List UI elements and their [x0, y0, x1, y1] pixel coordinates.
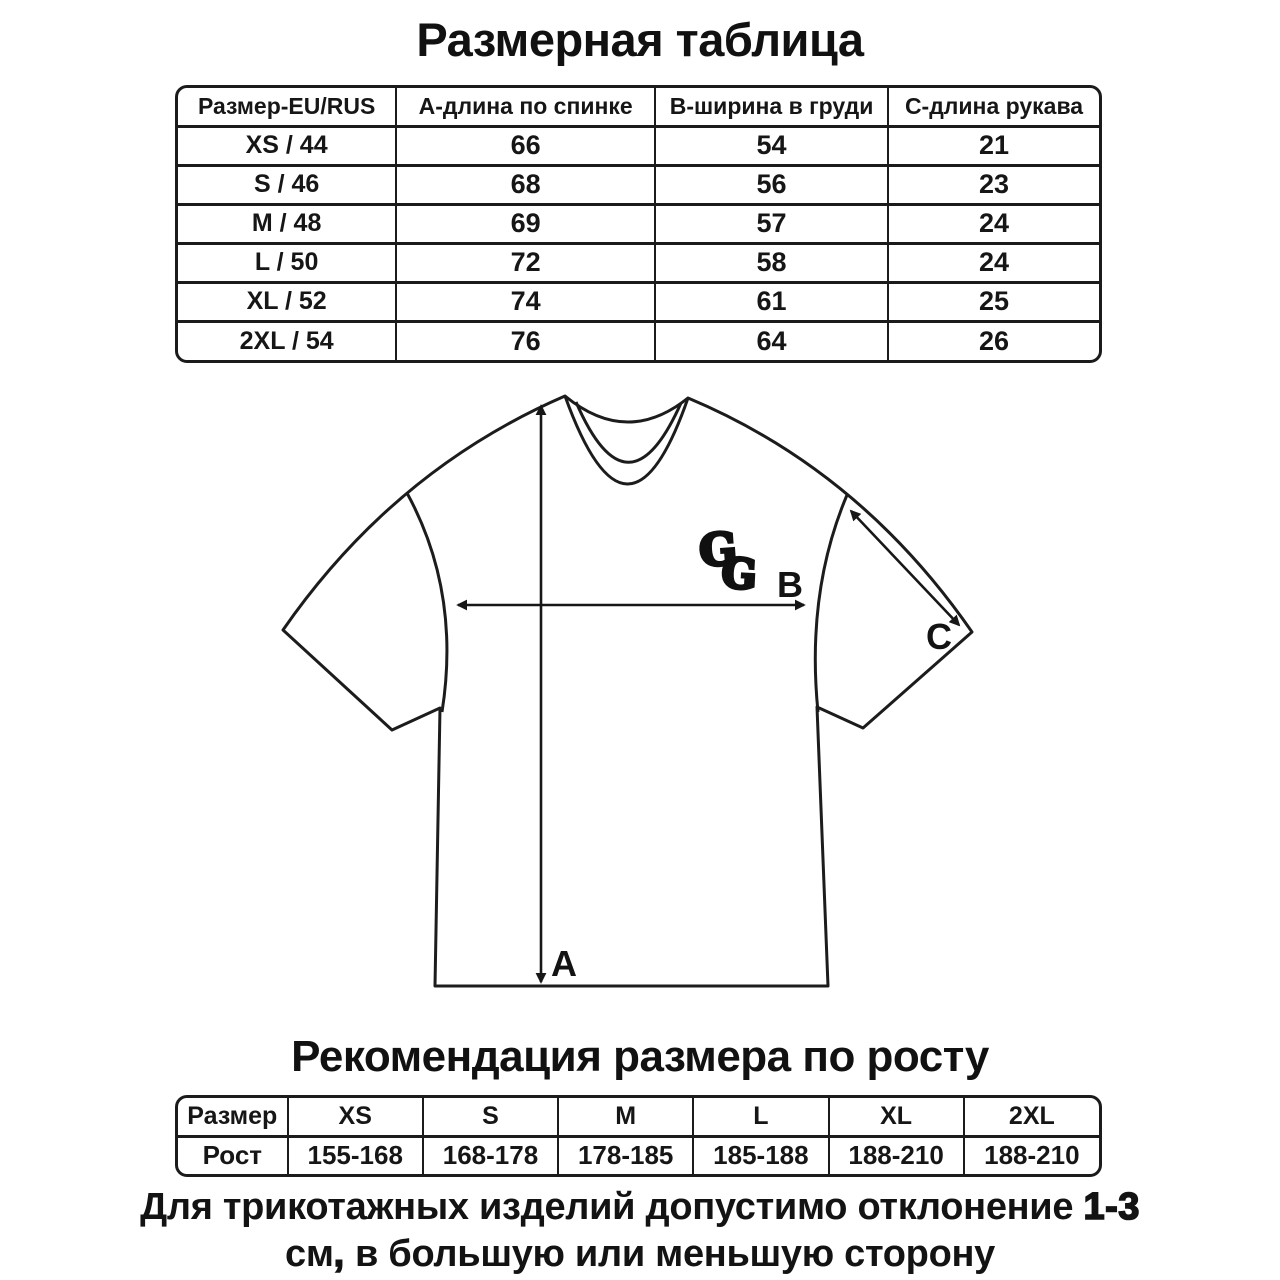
size-label: 2XL	[962, 1098, 1099, 1136]
armhole-seam-right	[813, 494, 849, 713]
size-label: XS	[286, 1098, 423, 1136]
cell-a: 72	[395, 241, 656, 282]
size-table-title: Размерная таблица	[416, 13, 864, 66]
tolerance-note-line1: Для трикотажных изделий допустимо отклон…	[0, 1185, 1280, 1229]
height-range: 188-210	[827, 1134, 964, 1174]
tolerance-note-rest: в большую или меньшую сторону	[344, 1233, 995, 1275]
table-row: XL / 52 74 61 25	[178, 280, 1099, 321]
size-table: Размер-EU/RUS А-длина по спинке В-ширина…	[175, 85, 1102, 363]
table-row: S / 46 68 56 23	[178, 163, 1099, 204]
height-range: 178-185	[557, 1134, 694, 1174]
size-label: L	[692, 1098, 829, 1136]
cell-c: 26	[887, 319, 1099, 360]
label-b: B	[777, 564, 803, 605]
table-row: XS / 44 66 54 21	[178, 124, 1099, 165]
cell-size: L / 50	[178, 241, 397, 282]
col-header-back-length: А-длина по спинке	[395, 88, 656, 126]
cell-b: 54	[654, 124, 889, 165]
height-table-grid: Размер XS S M L XL 2XL Рост 155-168 168-…	[178, 1098, 1099, 1174]
cell-b: 61	[654, 280, 889, 321]
cell-a: 66	[395, 124, 656, 165]
cell-size: XS / 44	[178, 124, 397, 165]
size-label: S	[421, 1098, 559, 1136]
tolerance-note-text: Для трикотажных изделий допустимо отклон…	[140, 1186, 1084, 1228]
tolerance-note-line2: см, в большую или меньшую сторону	[0, 1232, 1280, 1276]
gg-logo-letter: G	[698, 524, 739, 577]
table-row: M / 48 69 57 24	[178, 202, 1099, 243]
collar-back-arc	[564, 394, 689, 424]
height-range: 185-188	[692, 1134, 829, 1174]
height-table-height-row: Рост 155-168 168-178 178-185 185-188 188…	[178, 1134, 1099, 1174]
height-table-size-row: Размер XS S M L XL 2XL	[178, 1098, 1099, 1136]
col-header-size: Размер-EU/RUS	[197, 92, 376, 119]
height-range: 188-210	[962, 1134, 1099, 1174]
cell-c: 24	[887, 241, 1099, 282]
height-range: 168-178	[421, 1134, 559, 1174]
tolerance-note-comma: ,	[333, 1232, 345, 1276]
cell-size: 2XL / 54	[178, 319, 397, 360]
cell-b: 58	[654, 241, 889, 282]
cell-c: 24	[887, 202, 1099, 243]
height-recommendation-title: Рекомендация размера по росту	[291, 1032, 989, 1081]
cell-c: 25	[887, 280, 1099, 321]
height-table: Размер XS S M L XL 2XL Рост 155-168 168-…	[175, 1095, 1102, 1177]
row-header-height: Рост	[178, 1134, 288, 1174]
cell-size: M / 48	[178, 202, 397, 243]
armhole-seam-left	[405, 492, 449, 713]
size-label: M	[557, 1098, 694, 1136]
tolerance-note-unit: см	[284, 1233, 334, 1275]
size-table-header-row: Размер-EU/RUS А-длина по спинке В-ширина…	[178, 88, 1099, 126]
tshirt-outline	[281, 394, 974, 988]
tolerance-note-range: 1-3	[1083, 1185, 1141, 1229]
label-a: A	[551, 943, 577, 984]
height-range: 155-168	[286, 1134, 423, 1174]
gg-logo: G G	[696, 522, 760, 601]
cell-a: 76	[395, 319, 656, 360]
cell-b: 64	[654, 319, 889, 360]
cell-a: 68	[395, 163, 656, 204]
label-c: C	[926, 616, 952, 657]
col-header-sleeve-length: С-длина рукава	[887, 88, 1099, 126]
col-header-chest-width: В-ширина в груди	[654, 88, 889, 126]
cell-c: 21	[887, 124, 1099, 165]
table-row: L / 50 72 58 24	[178, 241, 1099, 282]
cell-a: 74	[395, 280, 656, 321]
cell-c: 23	[887, 163, 1099, 204]
cell-b: 56	[654, 163, 889, 204]
cell-size: S / 46	[178, 163, 397, 204]
gg-logo-letter: G	[720, 549, 757, 599]
arrow-c-sleeve	[849, 509, 961, 627]
size-label: XL	[827, 1098, 964, 1136]
collar-inner-arc	[574, 401, 683, 464]
size-table-grid: Размер-EU/RUS А-длина по спинке В-ширина…	[178, 88, 1099, 360]
cell-size: XL / 52	[178, 280, 397, 321]
row-header-size: Размер	[187, 1101, 278, 1130]
table-row: 2XL / 54 76 64 26	[178, 319, 1099, 360]
cell-b: 57	[654, 202, 889, 243]
cell-a: 69	[395, 202, 656, 243]
